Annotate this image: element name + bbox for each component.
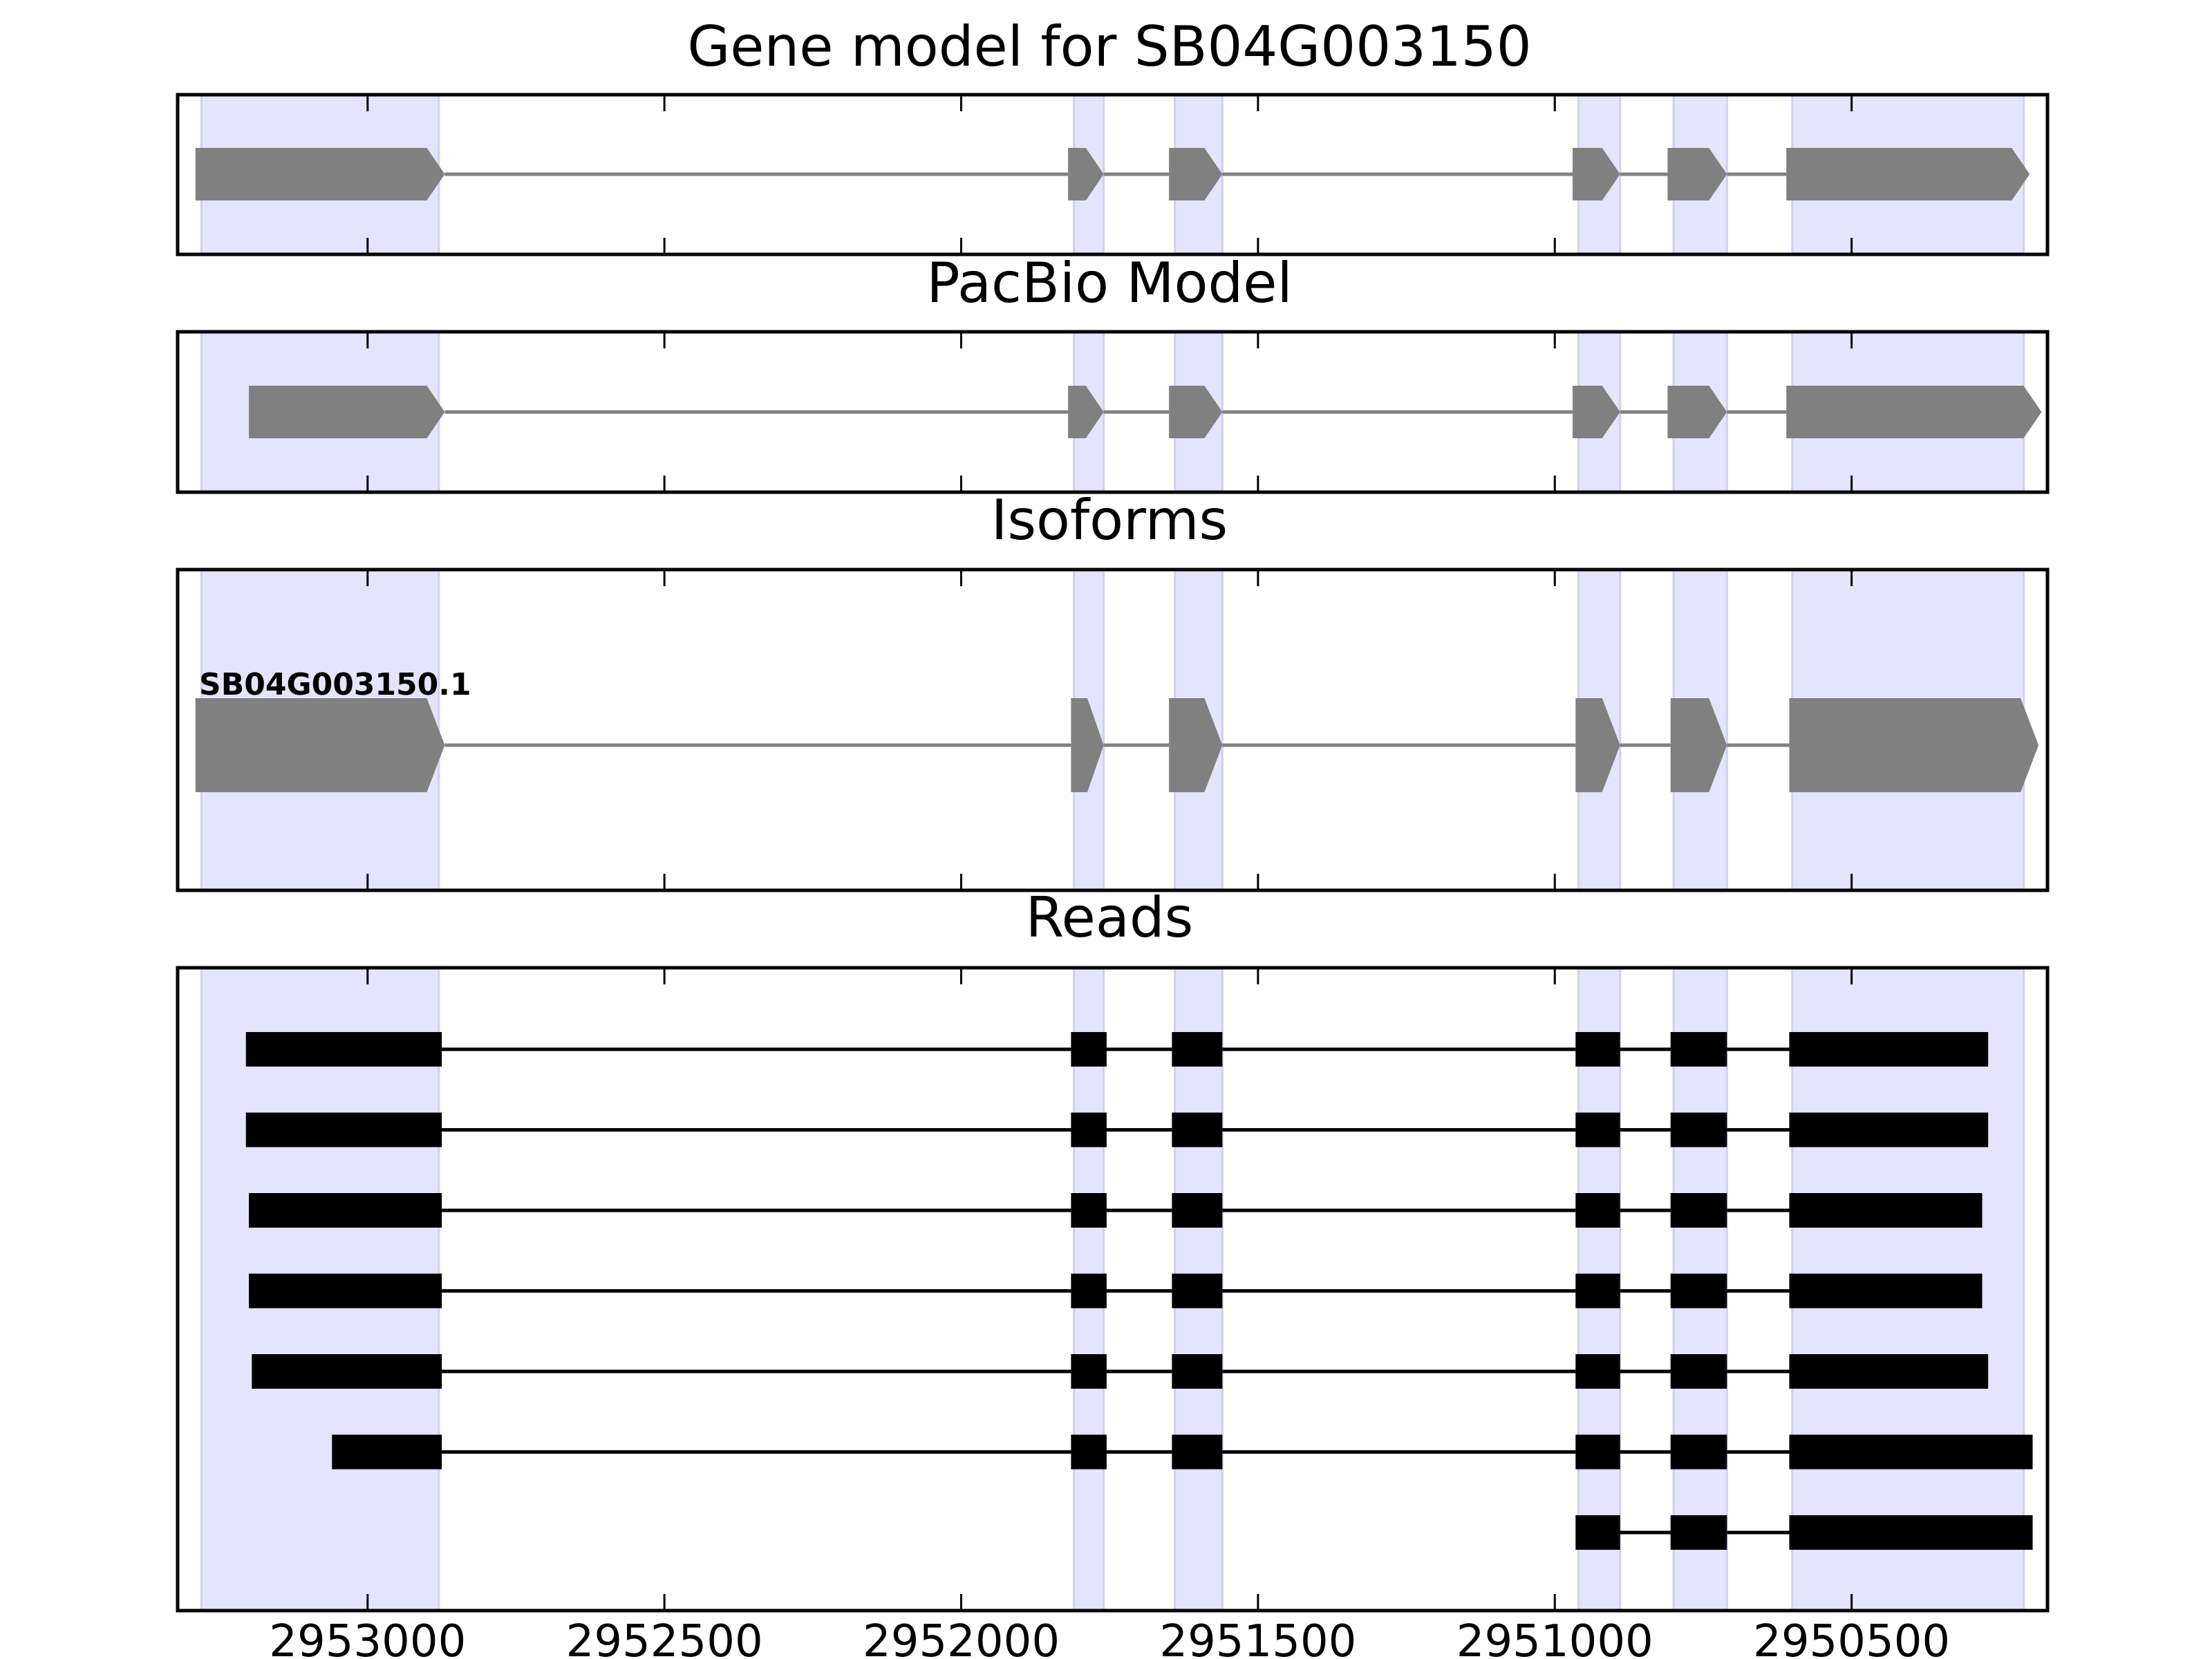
- read-exon: [1670, 1112, 1727, 1147]
- pacbio-model-exon: [1169, 386, 1223, 438]
- pacbio-model-exon: [249, 386, 445, 438]
- read-exon: [1670, 1032, 1727, 1067]
- panel-title-pacbio-model: PacBio Model: [926, 251, 1292, 315]
- panel-title-isoforms: Isoforms: [991, 488, 1228, 552]
- read-exon: [1071, 1032, 1107, 1067]
- read-exon: [1789, 1434, 2033, 1470]
- gene-model-exon: [1667, 148, 1727, 200]
- read-exon: [249, 1273, 442, 1309]
- x-tick-label: 2951000: [1456, 1616, 1653, 1659]
- isoform-exon: [1575, 698, 1620, 792]
- panel-title-reads: Reads: [1026, 885, 1194, 950]
- read-exon: [1172, 1273, 1223, 1309]
- read-exon: [1670, 1434, 1727, 1470]
- read-exon: [1071, 1112, 1107, 1147]
- x-tick-label: 2950500: [1753, 1616, 1950, 1659]
- isoform-exon: [1071, 698, 1104, 792]
- isoform-label: SB04G003150.1: [199, 667, 471, 702]
- read-exon: [1789, 1515, 2033, 1550]
- read-exon: [1575, 1032, 1620, 1067]
- read-exon: [1789, 1193, 1983, 1228]
- read-exon: [1172, 1434, 1223, 1470]
- pacbio-model-exon: [1573, 386, 1620, 438]
- read-exon: [249, 1193, 442, 1228]
- read-exon: [1172, 1112, 1223, 1147]
- read-exon: [245, 1032, 442, 1067]
- isoform-exon: [1670, 698, 1727, 792]
- read-exon: [1789, 1273, 1983, 1309]
- isoform-exon: [1169, 698, 1223, 792]
- content-layer: [195, 148, 2042, 1550]
- x-tick-label: 2952500: [566, 1616, 763, 1659]
- read-exon: [1172, 1193, 1223, 1228]
- gene-model-exon: [1573, 148, 1620, 200]
- read-exon: [1172, 1032, 1223, 1067]
- read-exon: [1789, 1032, 1989, 1067]
- read-exon: [1071, 1354, 1107, 1389]
- read-exon: [1789, 1354, 1989, 1389]
- read-exon: [1670, 1354, 1727, 1389]
- read-exon: [252, 1354, 442, 1389]
- read-exon: [1575, 1434, 1620, 1470]
- pacbio-model-exon: [1786, 386, 2042, 438]
- read-exon: [1575, 1193, 1620, 1228]
- gene-model-exon: [1169, 148, 1223, 200]
- read-exon: [1575, 1273, 1620, 1309]
- read-exon: [1575, 1354, 1620, 1389]
- read-exon: [1670, 1515, 1727, 1550]
- pacbio-model-exon: [1068, 386, 1104, 438]
- read-exon: [1670, 1273, 1727, 1309]
- panel-frame: [176, 568, 2050, 892]
- text-layer: Gene model for SB04G003150 PacBio Model …: [199, 15, 1950, 1659]
- gene-model-exon: [195, 148, 445, 200]
- read-exon: [1575, 1515, 1620, 1550]
- gene-model-exon: [1068, 148, 1104, 200]
- panel-frame: [176, 330, 2050, 494]
- x-tick-label: 2951500: [1159, 1616, 1356, 1659]
- read-exon: [1789, 1112, 1989, 1147]
- read-exon: [1172, 1354, 1223, 1389]
- read-exon: [1670, 1193, 1727, 1228]
- gene-model-exon: [1786, 148, 2030, 200]
- isoform-exon: [1789, 698, 2039, 792]
- read-exon: [1575, 1112, 1620, 1147]
- read-exon: [1071, 1273, 1107, 1309]
- read-exon: [245, 1112, 442, 1147]
- read-exon: [1071, 1434, 1107, 1470]
- read-exon: [1071, 1193, 1107, 1228]
- panel-frame: [176, 93, 2050, 256]
- frame-layer: [176, 93, 2050, 1613]
- pacbio-model-exon: [1667, 386, 1727, 438]
- panel-title-gene-model: Gene model for SB04G003150: [687, 15, 1531, 79]
- isoform-exon: [195, 698, 445, 792]
- read-exon: [332, 1434, 442, 1470]
- panel-frame: [176, 966, 2050, 1613]
- highlight-layer: [200, 93, 2025, 1612]
- x-tick-label: 2952000: [863, 1616, 1060, 1659]
- x-tick-label: 2953000: [269, 1616, 466, 1659]
